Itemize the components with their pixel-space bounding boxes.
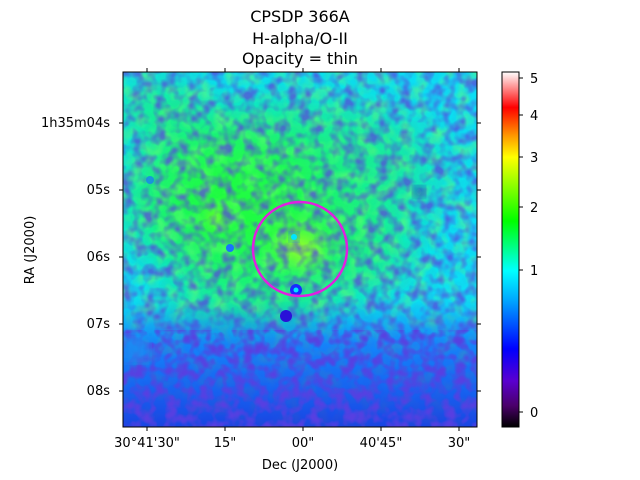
colorbar-tick-label: 3	[530, 151, 538, 166]
y-tick-label: 07s	[87, 317, 111, 332]
title-line-2: H-alpha/O-II	[252, 29, 348, 48]
colorbar-tick-label: 2	[530, 201, 538, 216]
x-axis: 30°41'30" 15" 00" 40'45" 30" Dec (J2000)	[114, 68, 470, 473]
y-tick-label: 1h35m04s	[41, 116, 110, 131]
x-tick-label: 40'45"	[360, 436, 403, 451]
x-tick-label: 30"	[448, 436, 471, 451]
y-axis: 1h35m04s 05s 06s 07s 08s RA (J2000)	[23, 116, 481, 399]
title-line-1: CPSDP 366A	[250, 7, 350, 26]
colorbar-tick-label: 4	[530, 109, 538, 124]
x-tick-label: 15"	[214, 436, 237, 451]
y-tick-label: 05s	[87, 183, 111, 198]
y-tick-label: 08s	[87, 384, 111, 399]
y-axis-label: RA (J2000)	[23, 216, 38, 285]
x-tick-label: 30°41'30"	[114, 436, 180, 451]
y-tick-label: 06s	[87, 250, 111, 265]
colorbar-tick-label: 0	[530, 406, 538, 421]
chart-title: CPSDP 366A H-alpha/O-II Opacity = thin	[242, 7, 358, 68]
aperture-circle	[251, 200, 349, 298]
title-line-3: Opacity = thin	[242, 49, 358, 68]
x-axis-label: Dec (J2000)	[262, 458, 338, 473]
x-tick-label: 00"	[292, 436, 315, 451]
colorbar: 0 1 2 3 4 5	[501, 71, 538, 428]
colorbar-gradient	[502, 72, 519, 427]
colorbar-tick-label: 5	[530, 72, 538, 87]
heatmap-image	[123, 72, 477, 427]
colorbar-tick-label: 1	[530, 264, 538, 279]
colorbar-frame	[501, 71, 520, 428]
plot-frame	[122, 71, 478, 428]
